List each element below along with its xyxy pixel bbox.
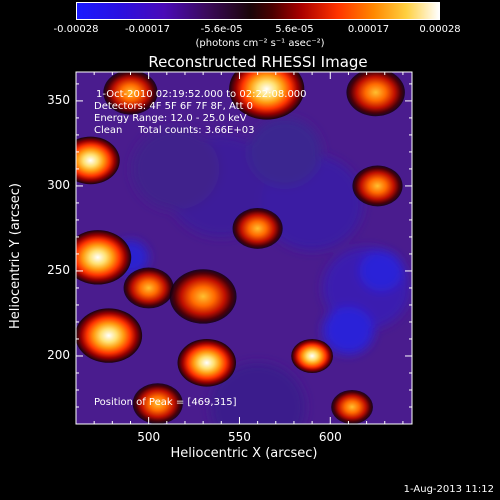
- y-tick-label: 200: [47, 347, 70, 362]
- y-axis-label: Heliocentric Y (arcsec): [8, 183, 23, 329]
- x-axis-label: Heliocentric X (arcsec): [170, 446, 318, 461]
- colorbar-tick-label: 0.00017: [347, 24, 390, 35]
- peak-position-label: Position of Peak = [469,315]: [94, 397, 237, 408]
- heatmap-source: [132, 383, 183, 424]
- heatmap-source: [123, 267, 174, 309]
- colorbar-tick-label: -5.6e-05: [200, 24, 243, 35]
- heatmap-source: [103, 72, 158, 115]
- colorbar-tick-label: 5.6e-05: [275, 24, 314, 35]
- heatmap-source: [352, 165, 403, 207]
- heatmap-low-region: [323, 306, 374, 355]
- heatmap-source: [177, 338, 237, 387]
- heatmap-source: [346, 72, 405, 117]
- annotation-time-range: 1-Oct-2010 02:19:52.000 to 02:22:08.000: [96, 89, 307, 100]
- colorbar-tick-label: -0.00017: [125, 24, 170, 35]
- heatmap-source: [291, 338, 333, 373]
- heatmap-low-region: [359, 250, 403, 292]
- heatmap-image: [76, 72, 412, 424]
- footer-date: 1-Aug-2013 11:12: [403, 484, 494, 495]
- heatmap-low-region: [248, 117, 322, 186]
- y-tick-label: 350: [47, 92, 70, 107]
- y-tick-label: 300: [47, 177, 70, 192]
- annotation-detectors: Detectors: 4F 5F 6F 7F 8F, Att 0: [94, 101, 254, 112]
- heatmap-source: [76, 136, 120, 185]
- x-tick-label: 600: [318, 430, 342, 444]
- annotation-energy-range: Energy Range: 12.0 - 25.0 keV: [94, 113, 247, 124]
- annotation-clean-counts: Clean Total counts: 3.66E+03: [94, 125, 255, 136]
- colorbar-tick-label: 0.00028: [419, 24, 461, 35]
- plot-area: [76, 72, 412, 424]
- colorbar-unit-label: (photons cm⁻² s⁻¹ asec⁻²): [195, 38, 325, 49]
- plot-border: [75, 71, 413, 425]
- chart-title: Reconstructed RHESSI Image: [148, 53, 368, 71]
- annotation-block: 1-Oct-2010 02:19:52.000 to 02:22:08.000 …: [94, 89, 307, 137]
- x-tick-label: 550: [228, 430, 251, 444]
- heatmap-source: [331, 389, 373, 424]
- colorbar-tick-label: -0.00028: [53, 24, 99, 35]
- x-tick-label: 500: [137, 430, 161, 444]
- y-tick-label: 250: [47, 262, 70, 277]
- heatmap-source: [229, 72, 305, 120]
- heatmap-source: [232, 208, 283, 249]
- heatmap-low-region: [132, 128, 220, 210]
- heatmap-source: [169, 269, 237, 324]
- heatmap-low-region: [210, 362, 305, 424]
- heatmap-source: [76, 308, 143, 363]
- heatmap-source: [76, 230, 132, 285]
- colorbar: [76, 2, 440, 20]
